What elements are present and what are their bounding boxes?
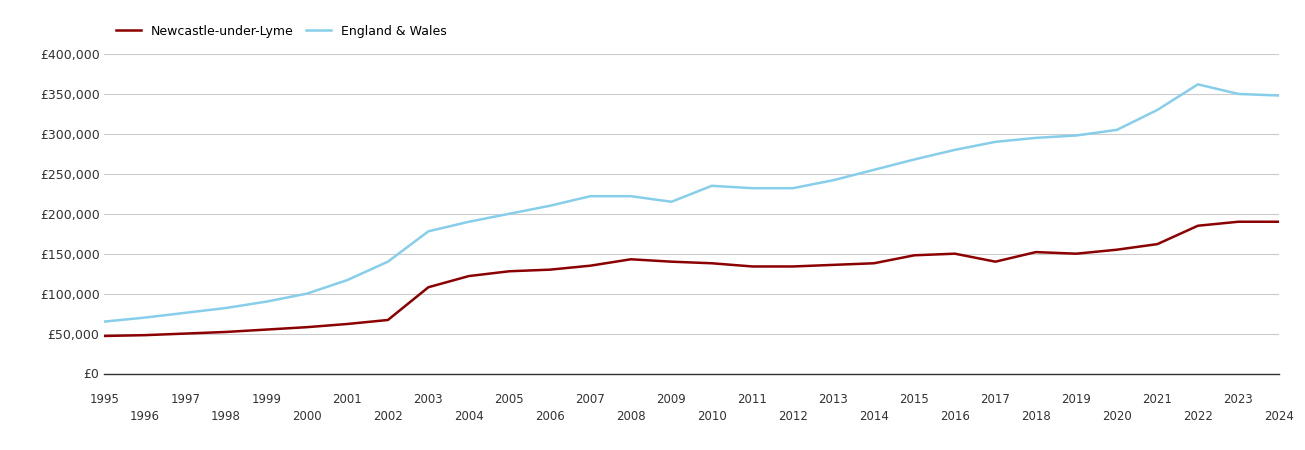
Text: 2010: 2010: [697, 410, 727, 423]
England & Wales: [907, 157, 923, 162]
Newcastle-under-Lyme: [907, 252, 923, 258]
Text: 1998: 1998: [211, 410, 241, 423]
Newcastle-under-Lyme: [786, 264, 801, 269]
Text: 1999: 1999: [252, 393, 282, 406]
Text: 2006: 2006: [535, 410, 565, 423]
Text: 2023: 2023: [1224, 393, 1253, 406]
England & Wales: [1109, 127, 1125, 133]
England & Wales: [380, 259, 395, 264]
Newcastle-under-Lyme: [177, 331, 193, 336]
Text: 2005: 2005: [495, 393, 525, 406]
England & Wales: [1271, 93, 1287, 98]
Newcastle-under-Lyme: [1271, 219, 1287, 225]
Newcastle-under-Lyme: [988, 259, 1004, 264]
Text: 2015: 2015: [899, 393, 929, 406]
Text: 2000: 2000: [292, 410, 322, 423]
Text: 2016: 2016: [940, 410, 970, 423]
England & Wales: [1231, 91, 1246, 97]
England & Wales: [745, 185, 761, 191]
Text: 2024: 2024: [1265, 410, 1293, 423]
Text: 2018: 2018: [1021, 410, 1051, 423]
Text: 2022: 2022: [1182, 410, 1212, 423]
England & Wales: [663, 199, 679, 204]
Text: 2004: 2004: [454, 410, 484, 423]
Newcastle-under-Lyme: [380, 317, 395, 323]
England & Wales: [826, 177, 842, 183]
Text: 2012: 2012: [778, 410, 808, 423]
England & Wales: [947, 147, 963, 153]
England & Wales: [988, 139, 1004, 144]
Newcastle-under-Lyme: [258, 327, 274, 332]
Newcastle-under-Lyme: [1109, 247, 1125, 252]
England & Wales: [542, 203, 557, 208]
Newcastle-under-Lyme: [1190, 223, 1206, 229]
England & Wales: [97, 319, 112, 324]
Newcastle-under-Lyme: [1069, 251, 1084, 256]
England & Wales: [177, 310, 193, 315]
Newcastle-under-Lyme: [705, 261, 720, 266]
England & Wales: [1028, 135, 1044, 140]
Text: 2020: 2020: [1101, 410, 1131, 423]
Newcastle-under-Lyme: [1231, 219, 1246, 225]
Line: England & Wales: England & Wales: [104, 84, 1279, 322]
Newcastle-under-Lyme: [218, 329, 234, 335]
England & Wales: [339, 277, 355, 283]
Text: 2017: 2017: [980, 393, 1010, 406]
England & Wales: [867, 167, 882, 172]
Newcastle-under-Lyme: [501, 269, 517, 274]
Legend: Newcastle-under-Lyme, England & Wales: Newcastle-under-Lyme, England & Wales: [111, 20, 452, 43]
Text: 2009: 2009: [656, 393, 686, 406]
Text: 1997: 1997: [171, 393, 201, 406]
Text: 2019: 2019: [1061, 393, 1091, 406]
Text: 2011: 2011: [737, 393, 767, 406]
England & Wales: [1190, 81, 1206, 87]
Newcastle-under-Lyme: [826, 262, 842, 268]
Newcastle-under-Lyme: [299, 324, 315, 330]
Newcastle-under-Lyme: [1028, 249, 1044, 255]
England & Wales: [622, 194, 638, 199]
Text: 2014: 2014: [859, 410, 889, 423]
England & Wales: [299, 291, 315, 296]
England & Wales: [786, 185, 801, 191]
Text: 2021: 2021: [1142, 393, 1172, 406]
England & Wales: [420, 229, 436, 234]
England & Wales: [1150, 107, 1165, 112]
Newcastle-under-Lyme: [947, 251, 963, 256]
England & Wales: [705, 183, 720, 189]
Newcastle-under-Lyme: [1150, 241, 1165, 247]
Text: 2003: 2003: [414, 393, 444, 406]
Newcastle-under-Lyme: [867, 261, 882, 266]
England & Wales: [218, 305, 234, 310]
Newcastle-under-Lyme: [663, 259, 679, 264]
Newcastle-under-Lyme: [339, 321, 355, 327]
England & Wales: [501, 211, 517, 216]
Newcastle-under-Lyme: [461, 273, 476, 279]
Newcastle-under-Lyme: [137, 333, 153, 338]
Text: 2007: 2007: [576, 393, 606, 406]
Text: 1996: 1996: [130, 410, 161, 423]
England & Wales: [137, 315, 153, 320]
England & Wales: [1069, 133, 1084, 138]
Text: 2008: 2008: [616, 410, 646, 423]
England & Wales: [258, 299, 274, 304]
Newcastle-under-Lyme: [420, 284, 436, 290]
Line: Newcastle-under-Lyme: Newcastle-under-Lyme: [104, 222, 1279, 336]
Newcastle-under-Lyme: [97, 333, 112, 339]
Text: 2002: 2002: [373, 410, 403, 423]
Text: 2001: 2001: [333, 393, 363, 406]
England & Wales: [582, 194, 598, 199]
Text: 2013: 2013: [818, 393, 848, 406]
England & Wales: [461, 219, 476, 225]
Newcastle-under-Lyme: [542, 267, 557, 272]
Newcastle-under-Lyme: [622, 256, 638, 262]
Text: 1995: 1995: [90, 393, 119, 406]
Newcastle-under-Lyme: [745, 264, 761, 269]
Newcastle-under-Lyme: [582, 263, 598, 268]
